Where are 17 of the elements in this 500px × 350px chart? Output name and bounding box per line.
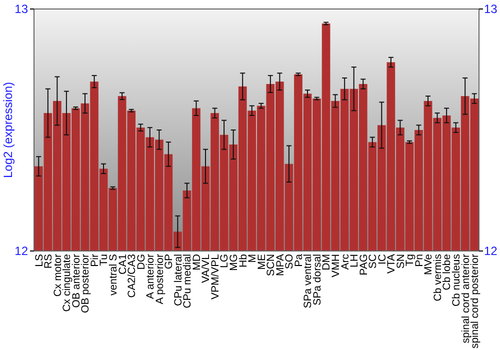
x-tick-label: Arc (339, 254, 352, 270)
x-tick-label: Hb (237, 254, 250, 268)
x-tick-label: SPa dorsal (311, 254, 324, 306)
y2-tick-label: 13 (484, 2, 498, 16)
x-tick-label: MG (228, 254, 240, 271)
x-tick-label: GP (163, 254, 176, 270)
y-axis-title: Log2 (expression) (1, 82, 15, 178)
y2-tick-label: 12 (484, 244, 498, 258)
x-tick-label: CA1 (116, 254, 129, 274)
x-tick-label: spinal cord anterior (460, 253, 472, 344)
x-tick-label: Cb lobe (441, 254, 454, 290)
x-tick-label: RS (42, 254, 55, 269)
x-tick-label: LS (33, 254, 46, 267)
x-tick-label: spinal cord posterior (469, 253, 482, 349)
x-tick-label: LG (218, 254, 231, 268)
x-tick-label: Cb nucleus (450, 254, 462, 307)
x-tick-label: Tg (404, 254, 416, 266)
